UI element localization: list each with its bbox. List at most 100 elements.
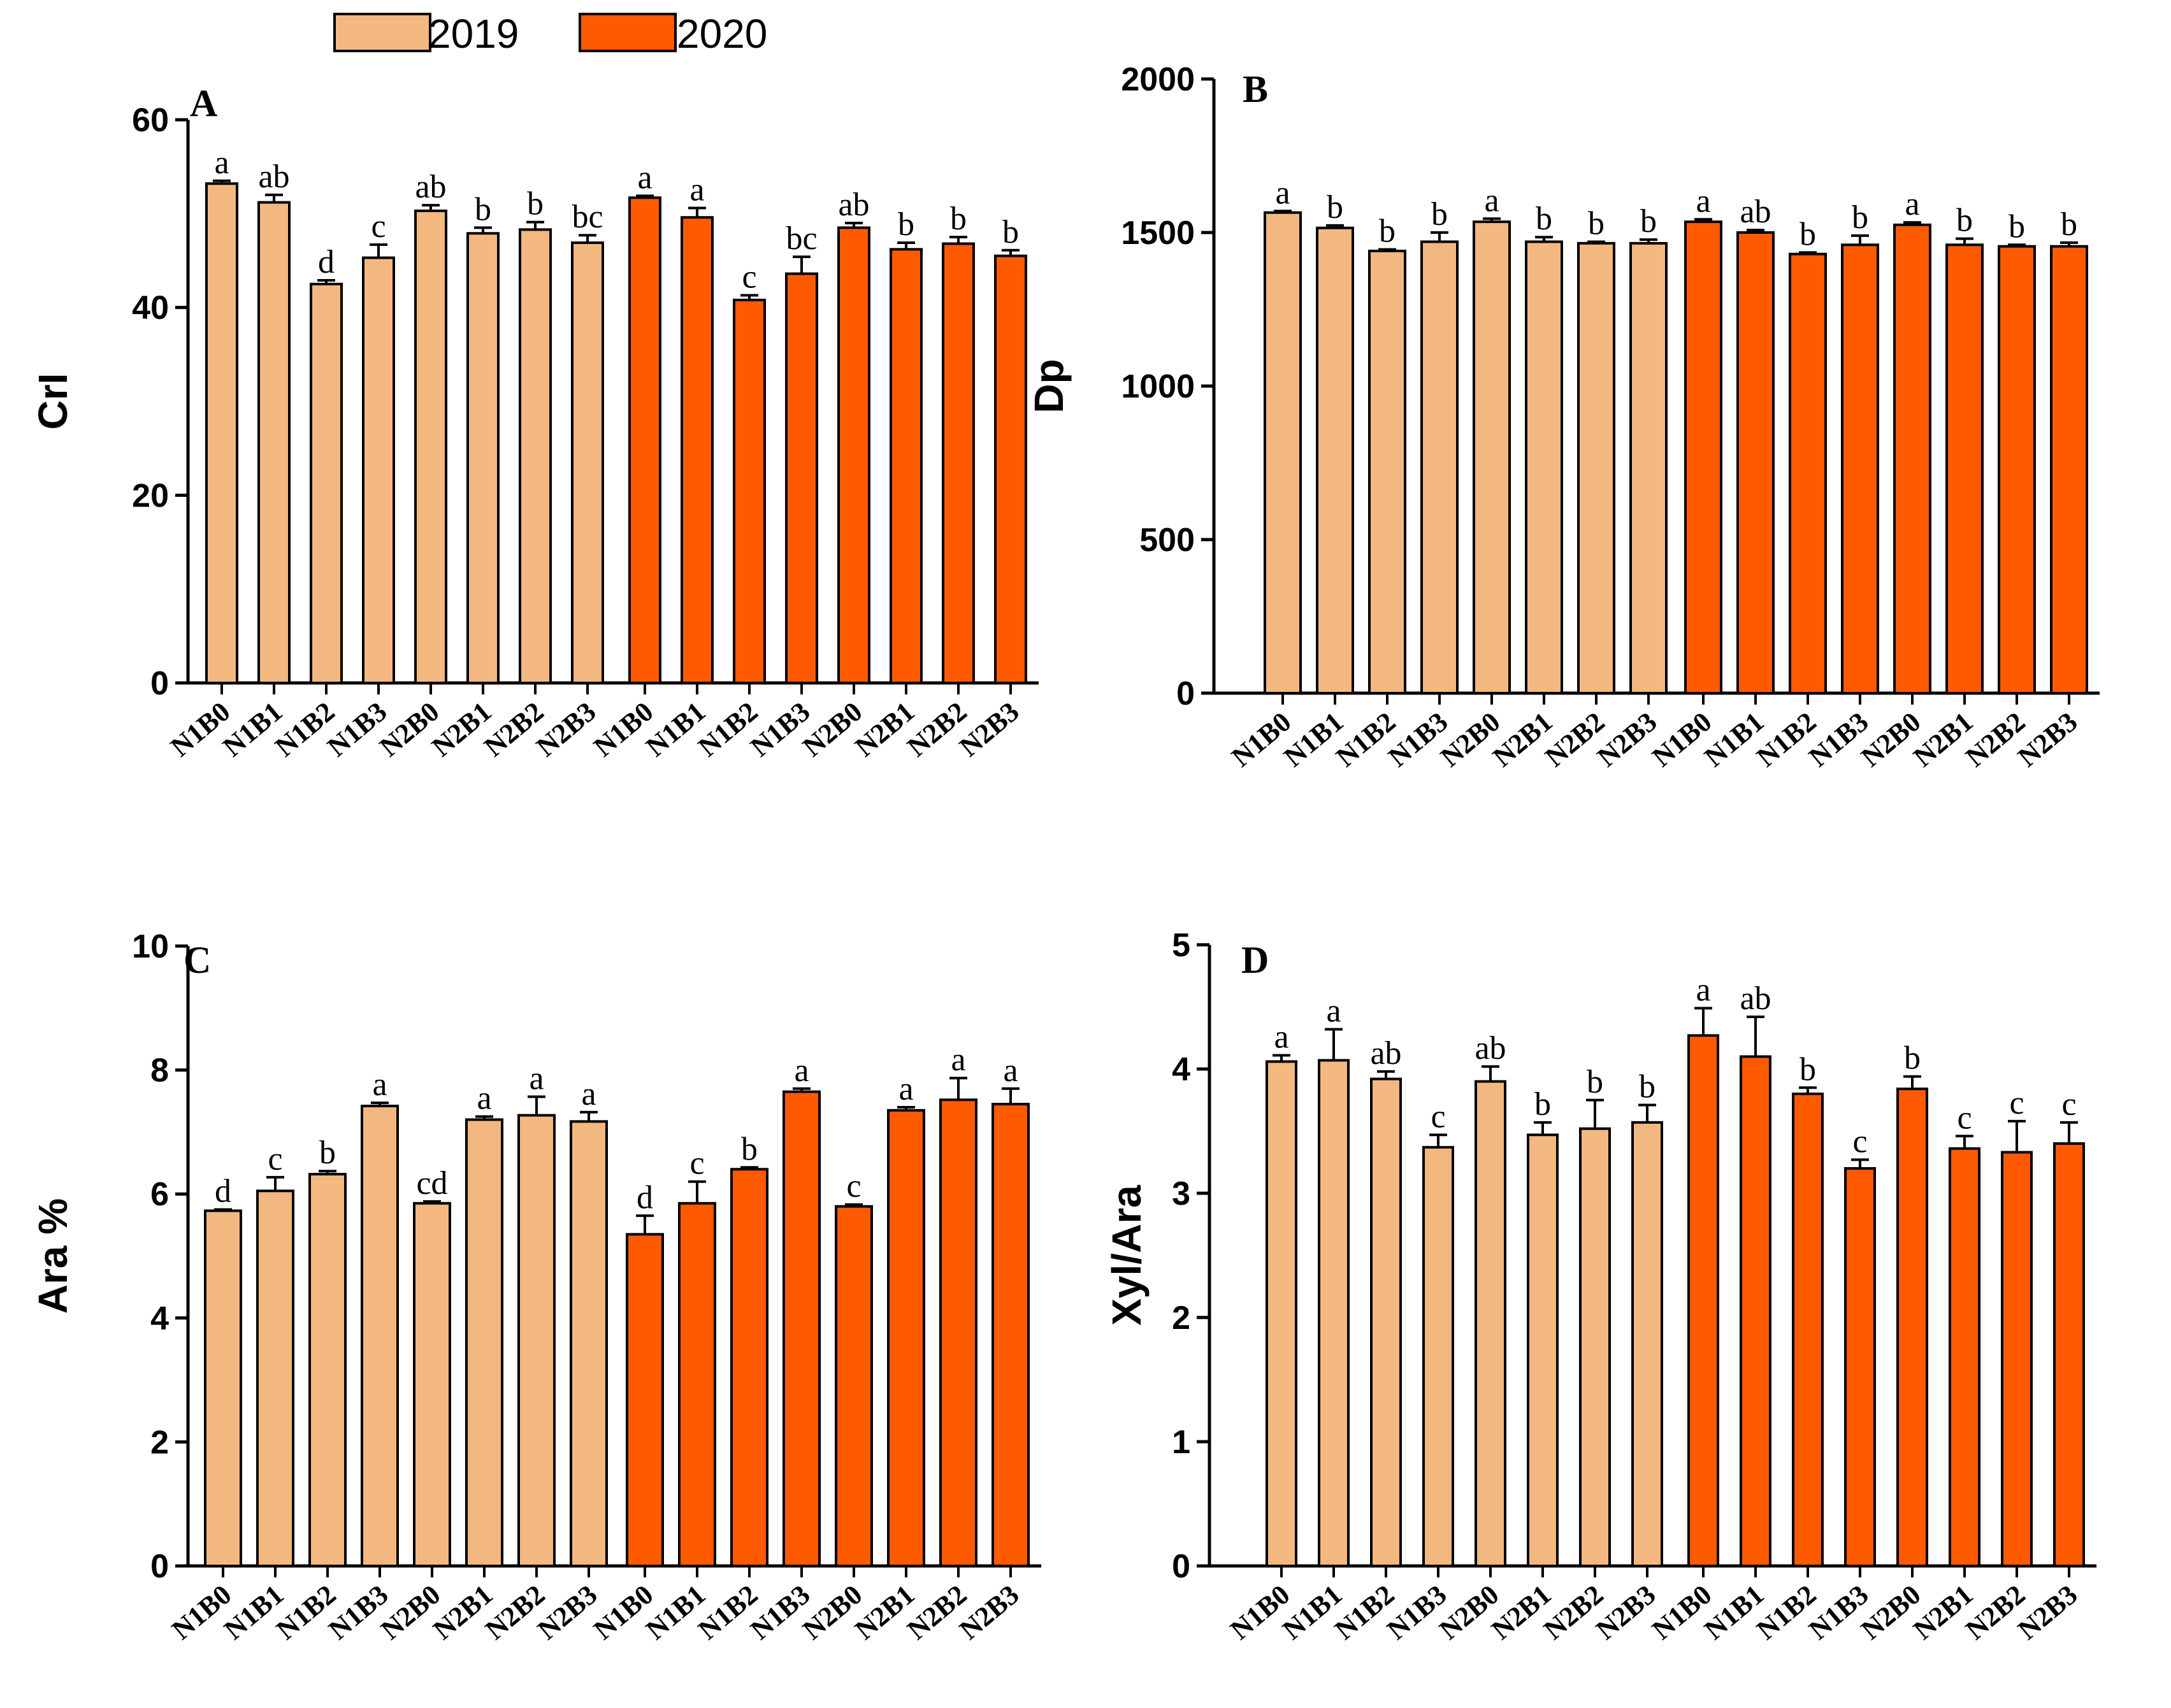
x-tick-label: N2B2 [1539,706,1610,773]
x-tick-label: N1B0 [588,696,659,763]
bar [204,1209,242,1567]
significance-label: a [1696,183,1710,219]
bar [678,1202,716,1568]
x-tick-label: N2B1 [426,696,497,763]
significance-label: b [1800,1051,1816,1087]
significance-label: a [1484,182,1499,219]
bar [1525,240,1563,694]
significance-label: c [1957,1100,1972,1136]
bar [1577,241,1615,694]
bar [1687,1034,1719,1567]
panel-title: C [184,939,211,981]
y-tick-label: 40 [132,290,169,327]
x-tick-label: N1B2 [1329,1579,1400,1646]
x-tick-label: N2B0 [375,1579,446,1646]
significance-label: a [529,1060,544,1096]
y-tick-label: 2 [150,1424,169,1461]
bar [1475,1080,1506,1567]
significance-label: c [371,208,386,245]
x-tick-label: N2B3 [530,696,602,763]
x-tick-label: N2B0 [1855,1579,1926,1646]
significance-label: d [215,1173,231,1210]
bar [1264,211,1302,695]
bar [783,1090,821,1567]
x-tick-label: N2B2 [1538,1579,1609,1646]
significance-label: b [741,1131,758,1167]
y-tick-label: 8 [150,1052,169,1089]
legend-item-2020[interactable]: 2020 [579,11,767,57]
bar [1844,1167,1876,1567]
significance-label: b [1536,201,1552,237]
bar [733,298,766,684]
bar [1579,1127,1611,1567]
significance-label: ab [258,159,289,195]
bar [1841,243,1879,694]
bar [730,1168,768,1567]
bar [1949,1147,1980,1568]
bar [1684,220,1722,694]
significance-label: b [1852,199,1868,236]
x-tick-label: N1B0 [1224,1579,1295,1646]
bar [414,209,447,684]
bar [310,282,343,685]
bar [890,248,923,684]
bar [992,1103,1030,1567]
x-tick-label: N2B3 [2012,706,2083,773]
significance-label: b [1956,203,1973,239]
x-tick-label: N2B0 [797,696,868,763]
x-tick-label: N1B0 [166,1579,237,1646]
bar [994,254,1027,684]
significance-label: a [1274,1019,1288,1056]
legend-swatch-2020 [579,13,677,52]
x-tick-label: N2B1 [849,696,920,763]
bar [466,232,500,685]
bar [1736,231,1775,694]
significance-label: bc [786,220,817,257]
significance-label: c [2009,1085,2024,1121]
y-tick-label: 1500 [1121,215,1195,252]
x-tick-label: N1B2 [1750,1579,1822,1646]
bar [361,1105,399,1568]
x-tick-label: N1B2 [1330,706,1401,773]
y-axis-label: Dp [1026,359,1072,413]
significance-label: c [1431,1098,1445,1135]
significance-label: b [475,191,491,227]
x-tick-label: N1B0 [164,696,236,763]
bar [2053,1142,2085,1567]
x-tick-label: N2B3 [531,1579,603,1646]
x-tick-label: N2B1 [1907,1579,1979,1646]
legend-item-2019[interactable]: 2019 [333,11,519,57]
bar [205,182,238,685]
bar [308,1173,347,1567]
x-tick-label: N1B0 [1646,1579,1717,1646]
significance-label: ab [1740,194,1771,230]
x-tick-label: N2B3 [2012,1579,2083,1646]
x-tick-label: N1B0 [1646,706,1717,773]
bar [1740,1055,1771,1567]
bar [2050,245,2088,694]
significance-label: a [581,1076,596,1112]
bar [785,272,818,685]
y-tick-label: 0 [150,665,169,702]
x-tick-label: N1B3 [744,696,816,763]
bar [519,228,552,684]
x-tick-label: N1B1 [1698,1579,1770,1646]
significance-label: a [951,1042,965,1078]
y-tick-label: 20 [132,477,169,514]
x-tick-label: N1B2 [1750,706,1822,773]
x-tick-label: N2B2 [1959,1579,2031,1646]
y-tick-label: 4 [150,1300,169,1337]
significance-label: b [1588,205,1605,241]
panel-b: 0 500 1000 1500 2000 B Dp a N1B0 b N1B1 b N1B2 b N1B3 a… [1026,61,2100,773]
bar [517,1114,556,1567]
bar [887,1109,925,1567]
significance-label: a [1326,993,1341,1030]
y-axis-label: CrI [30,373,76,430]
y-tick-label: 4 [1172,1051,1190,1088]
x-tick-label: N2B0 [797,1579,868,1646]
bar [2001,1151,2033,1567]
x-tick-label: N2B0 [1433,1579,1504,1646]
significance-label: a [1696,972,1710,1008]
significance-label: a [1275,175,1290,211]
